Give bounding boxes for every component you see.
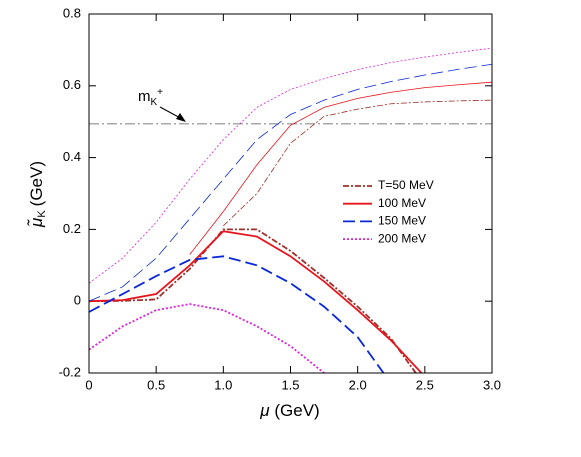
y-tick-label: 0.2: [63, 221, 81, 236]
series-line: [89, 303, 326, 373]
y-tick-label: -0.2: [59, 364, 81, 379]
y-tick-label: 0.6: [63, 77, 81, 92]
reference-sub: K: [151, 97, 158, 108]
x-tick-label: 1.0: [214, 377, 232, 392]
y-label-sub: K: [36, 210, 48, 218]
series-line: [89, 230, 423, 373]
plot-frame: [88, 13, 493, 374]
series-line: [89, 255, 385, 373]
series-line: [89, 63, 492, 302]
y-axis-label: μ̃K (GeV): [26, 161, 47, 228]
series-line: [89, 47, 492, 284]
x-label-symbol: μ: [259, 401, 270, 420]
legend-label: 150 MeV: [378, 214, 426, 228]
y-tick-label: 0.8: [63, 5, 81, 20]
x-tick-label: 0: [85, 377, 92, 392]
x-tick-label: 0.5: [147, 377, 165, 392]
reference-text: m: [138, 88, 151, 105]
legend-label: T=50 MeV: [378, 178, 434, 192]
x-tick-label: 3.0: [483, 377, 501, 392]
x-axis-label: μ (GeV): [259, 401, 319, 420]
arrow-head: [176, 113, 186, 122]
legend-label: 100 MeV: [378, 196, 426, 210]
x-tick-label: 2.0: [349, 377, 367, 392]
legend-label: 200 MeV: [378, 231, 426, 245]
reference-sup: +: [157, 87, 163, 98]
reference-label: mK+: [138, 87, 163, 108]
series-line: [223, 99, 492, 227]
y-tick-label: 0: [74, 293, 81, 308]
x-tick-label: 2.5: [416, 377, 434, 392]
series-line: [89, 228, 417, 373]
y-tick-label: 0.4: [63, 149, 81, 164]
series-line: [189, 81, 492, 255]
x-label-unit: (GeV): [274, 401, 319, 420]
plot-area: [89, 47, 492, 373]
y-label-unit: (GeV): [27, 161, 46, 206]
x-tick-label: 1.5: [281, 377, 299, 392]
y-label-symbol: μ̃: [26, 217, 46, 228]
